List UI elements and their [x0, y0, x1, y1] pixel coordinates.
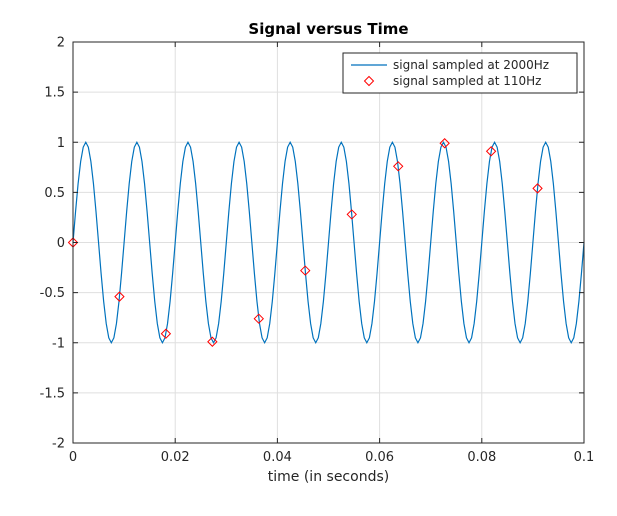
sample-point-110hz — [114, 291, 125, 302]
series-line-2000hz — [72, 140, 585, 345]
legend-label-2000hz: signal sampled at 2000Hz — [393, 58, 549, 72]
x-tick-label: 0.06 — [365, 450, 394, 465]
sample-point-110hz — [300, 265, 311, 276]
y-tick-label: -1.5 — [40, 386, 65, 401]
plot-area — [67, 138, 585, 347]
legend-label-110hz: signal sampled at 110Hz — [393, 74, 541, 88]
legend-box — [342, 52, 578, 94]
x-tick-label: 0 — [69, 450, 77, 465]
ticks: 0 0.02 0.04 0.06 0.08 0.1 -2 -1.5 -1 -0.5 0 0.5 1 1.5… — [40, 36, 595, 466]
y-tick-label: -1 — [52, 336, 65, 351]
sample-point-110hz — [532, 183, 543, 194]
y-tick-label: 2 — [57, 36, 65, 51]
sample-point-110hz — [485, 146, 497, 157]
chart-title: Signal versus Time — [248, 20, 408, 38]
legend: signal sampled at 2000Hz signal sampled … — [342, 52, 578, 94]
sample-point-110hz — [346, 209, 357, 220]
y-tick-label: 1 — [57, 136, 65, 151]
y-tick-label: -2 — [52, 437, 65, 452]
sample-point-110hz — [160, 328, 172, 339]
y-tick-label: 1.5 — [44, 86, 65, 101]
y-tick-label: -0.5 — [40, 286, 65, 301]
x-tick-label: 0.08 — [467, 450, 496, 465]
x-tick-label: 0.02 — [161, 450, 190, 465]
x-tick-label: 0.1 — [574, 450, 595, 465]
y-tick-label: 0.5 — [44, 186, 65, 201]
y-tick-label: 0 — [57, 236, 65, 251]
x-tick-label: 0.04 — [263, 450, 292, 465]
sample-point-110hz — [253, 313, 265, 324]
legend-diamond-marker — [363, 75, 375, 87]
sample-point-110hz — [392, 161, 404, 172]
sample-point-110hz — [207, 336, 218, 347]
x-axis-label: time (in seconds) — [268, 469, 389, 485]
sample-point-110hz — [439, 138, 450, 149]
